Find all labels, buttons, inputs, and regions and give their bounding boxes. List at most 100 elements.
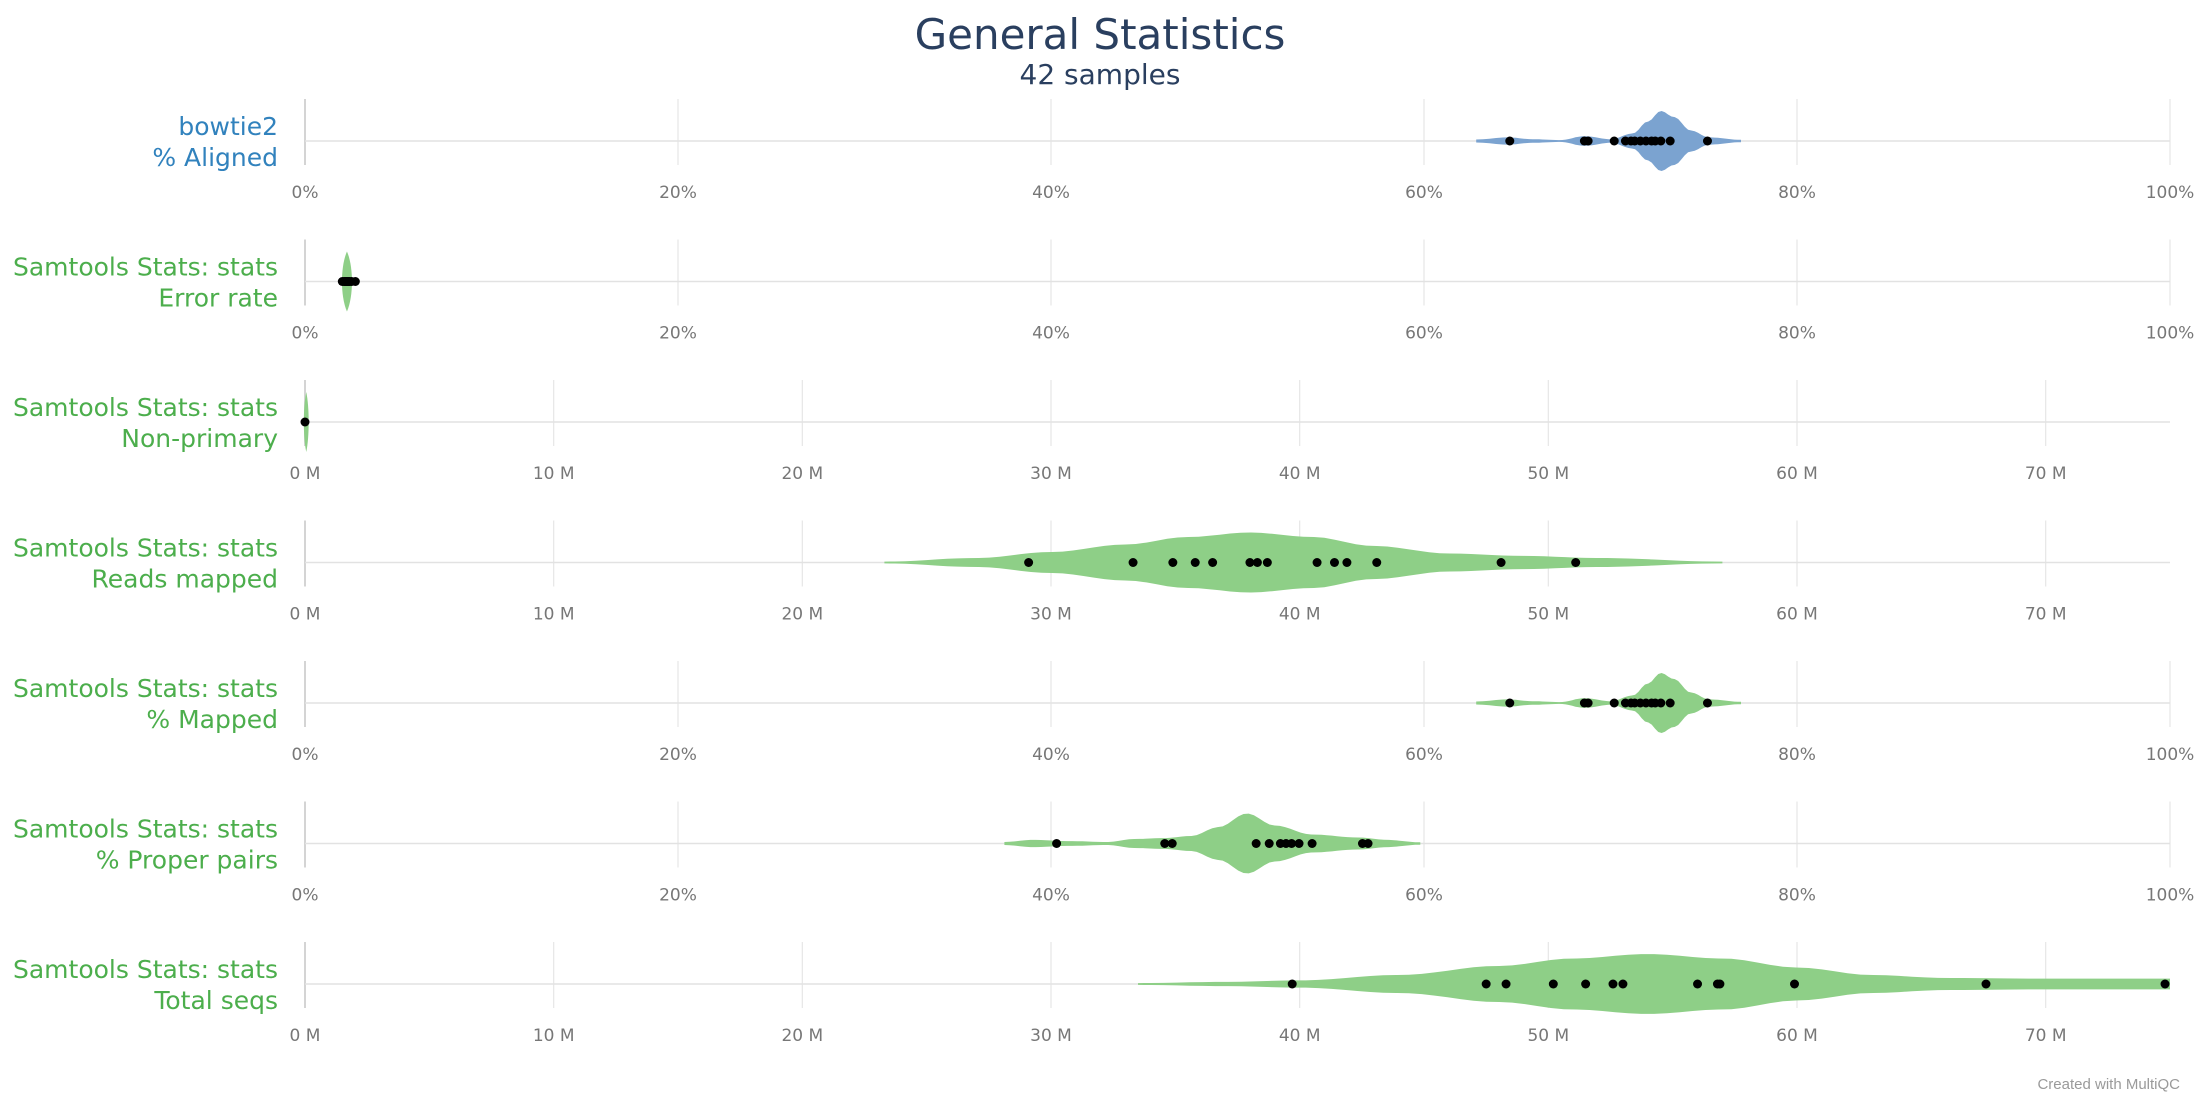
data-point[interactable]	[1167, 839, 1177, 848]
data-point[interactable]	[1715, 979, 1725, 989]
tick-label: 80%	[1778, 183, 1816, 203]
data-point[interactable]	[1501, 979, 1511, 989]
data-point[interactable]	[1307, 839, 1317, 848]
tick-label: 30 M	[1030, 605, 1072, 625]
violin-mapped[interactable]	[1476, 673, 1741, 733]
data-point[interactable]	[1262, 558, 1272, 567]
data-point[interactable]	[1693, 979, 1703, 989]
tick-label: 40%	[1032, 886, 1070, 906]
tick-label: 100%	[2146, 745, 2195, 765]
violin-total-seqs[interactable]	[1138, 954, 2170, 1014]
tick-label: 40 M	[1279, 1026, 1321, 1046]
data-point[interactable]	[1168, 558, 1178, 567]
panel-label-group: Samtools Stats: stats	[13, 815, 278, 844]
data-point[interactable]	[1609, 698, 1619, 708]
data-point[interactable]	[1505, 136, 1515, 146]
tick-label: 70 M	[2025, 605, 2067, 625]
tick-label: 100%	[2146, 886, 2195, 906]
tick-label: 60 M	[1776, 605, 1818, 625]
data-point[interactable]	[1656, 136, 1666, 146]
data-point[interactable]	[1609, 136, 1619, 146]
data-point[interactable]	[1342, 558, 1352, 567]
panel-label-group: Samtools Stats: stats	[13, 393, 278, 422]
data-point[interactable]	[1581, 979, 1591, 989]
data-point[interactable]	[1312, 558, 1322, 567]
violin-aligned[interactable]	[1476, 111, 1741, 171]
tick-label: 10 M	[533, 1026, 575, 1046]
tick-label: 60%	[1405, 324, 1443, 344]
panel-label-group: Samtools Stats: stats	[13, 674, 278, 703]
tick-label: 60%	[1405, 183, 1443, 203]
tick-label: 0%	[292, 183, 319, 203]
data-point[interactable]	[1363, 839, 1373, 848]
panel-label-metric: Error rate	[158, 284, 278, 313]
tick-label: 80%	[1778, 745, 1816, 765]
tick-label: 60%	[1405, 886, 1443, 906]
tick-label: 0%	[292, 886, 319, 906]
tick-label: 50 M	[1527, 605, 1569, 625]
data-point[interactable]	[1190, 558, 1200, 567]
tick-label: 30 M	[1030, 464, 1072, 484]
data-point[interactable]	[1583, 136, 1593, 146]
data-point[interactable]	[1665, 136, 1675, 146]
data-point[interactable]	[1496, 558, 1506, 567]
data-point[interactable]	[1608, 979, 1618, 989]
panel-label-metric: Non-primary	[121, 424, 278, 453]
data-point[interactable]	[1251, 839, 1261, 848]
data-point[interactable]	[1505, 698, 1515, 708]
tick-label: 20 M	[781, 605, 823, 625]
panel-label-metric: Total seqs	[153, 986, 278, 1015]
data-point[interactable]	[1665, 698, 1675, 708]
tick-label: 20%	[659, 324, 697, 344]
data-point[interactable]	[2160, 979, 2170, 989]
tick-label: 0 M	[290, 605, 321, 625]
data-point[interactable]	[1981, 979, 1991, 989]
tick-label: 40 M	[1279, 605, 1321, 625]
data-point[interactable]	[1024, 558, 1034, 567]
data-point[interactable]	[1287, 979, 1297, 989]
data-point[interactable]	[1548, 979, 1558, 989]
panel-label-metric: % Proper pairs	[96, 846, 278, 875]
tick-label: 0%	[292, 745, 319, 765]
data-point[interactable]	[1790, 979, 1800, 989]
data-point[interactable]	[1571, 558, 1581, 567]
panel-label-group: Samtools Stats: stats	[13, 534, 278, 563]
data-point[interactable]	[1372, 558, 1382, 567]
tick-label: 10 M	[533, 464, 575, 484]
violin-reads-mapped[interactable]	[884, 532, 1723, 593]
data-point[interactable]	[1702, 698, 1712, 708]
tick-label: 70 M	[2025, 464, 2067, 484]
panel-label-metric: % Mapped	[146, 705, 278, 734]
data-point[interactable]	[1245, 558, 1255, 567]
data-point[interactable]	[1160, 839, 1170, 848]
data-point[interactable]	[300, 417, 310, 427]
data-point[interactable]	[350, 277, 360, 286]
data-point[interactable]	[1287, 839, 1297, 848]
tick-label: 50 M	[1527, 1026, 1569, 1046]
tick-label: 40%	[1032, 324, 1070, 344]
violin-proper-pairs[interactable]	[1004, 813, 1421, 874]
tick-label: 100%	[2146, 324, 2195, 344]
tick-label: 20%	[659, 745, 697, 765]
data-point[interactable]	[1208, 558, 1218, 567]
data-point[interactable]	[1264, 839, 1274, 848]
tick-label: 0%	[292, 324, 319, 344]
data-point[interactable]	[1481, 979, 1491, 989]
data-point[interactable]	[1618, 979, 1628, 989]
tick-label: 60 M	[1776, 464, 1818, 484]
data-point[interactable]	[1702, 136, 1712, 146]
data-point[interactable]	[1252, 558, 1262, 567]
data-point[interactable]	[1052, 839, 1062, 848]
data-point[interactable]	[1329, 558, 1339, 567]
data-point[interactable]	[1128, 558, 1138, 567]
chart-title: General Statistics	[914, 10, 1286, 59]
panel-label-metric: Reads mapped	[92, 565, 278, 594]
tick-label: 80%	[1778, 886, 1816, 906]
data-point[interactable]	[1583, 698, 1593, 708]
data-point[interactable]	[1656, 698, 1666, 708]
panel-label-group: Samtools Stats: stats	[13, 253, 278, 282]
tick-label: 0 M	[290, 464, 321, 484]
data-point[interactable]	[1294, 839, 1304, 848]
tick-label: 100%	[2146, 183, 2195, 203]
